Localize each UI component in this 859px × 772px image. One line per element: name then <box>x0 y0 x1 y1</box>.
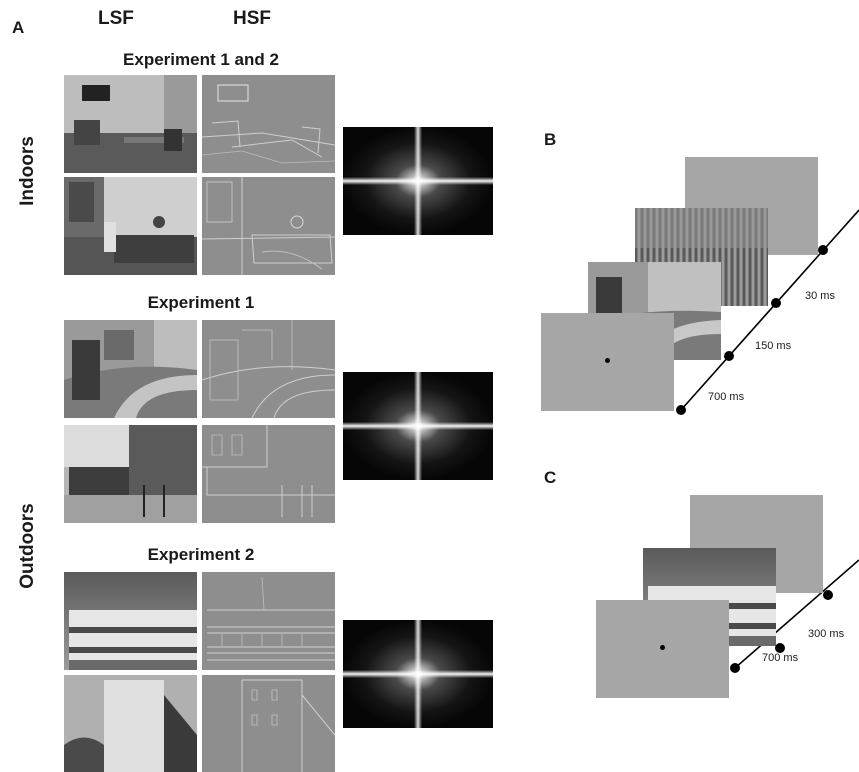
column-header-hsf: HSF <box>233 8 271 29</box>
indoor-1-hsf-image <box>202 75 335 173</box>
section-title-experiment-1-and-2: Experiment 1 and 2 <box>123 50 279 69</box>
row-label-outdoors: Outdoors <box>17 503 38 589</box>
panel-label-b: B <box>544 130 557 149</box>
exp2-outdoor-1-lsf-image <box>64 572 197 670</box>
exp1-outdoor-1-lsf-image <box>64 320 197 418</box>
timeline-b-label-150ms: 150 ms <box>755 340 792 352</box>
indoor-2-lsf-image <box>64 177 197 275</box>
timeline-c-axis <box>725 555 859 677</box>
row-label-indoors: Indoors <box>17 136 38 206</box>
timeline-b-label-700ms: 700 ms <box>708 391 745 403</box>
timeline-c-label-300ms: 300 ms <box>808 628 845 640</box>
panel-label-c: C <box>544 468 557 487</box>
timeline-c-markers <box>725 555 859 677</box>
exp1-outdoor-2-lsf-image <box>64 425 197 523</box>
exp1-outdoor-1-hsf-image <box>202 320 335 418</box>
fixation-dot <box>660 645 665 650</box>
exp1-spectrum-image <box>343 372 493 480</box>
indoor-1-lsf-image <box>64 75 197 173</box>
fixation-dot <box>605 358 610 363</box>
exp2-outdoor-2-lsf-image <box>64 675 197 772</box>
exp1-outdoor-2-hsf-image <box>202 425 335 523</box>
indoor-2-hsf-image <box>202 177 335 275</box>
timeline-b-markers <box>670 205 859 420</box>
timeline-c-label-700ms: 700 ms <box>762 652 799 664</box>
section-title-experiment-1: Experiment 1 <box>147 293 255 312</box>
panel-label-a: A <box>12 18 25 37</box>
trial-b-fixation-screen <box>541 313 674 411</box>
timeline-b-axis <box>670 205 859 420</box>
exp2-outdoor-2-hsf-image <box>202 675 335 772</box>
column-header-lsf: LSF <box>98 8 134 29</box>
timeline-b-label-30ms: 30 ms <box>805 290 835 302</box>
trial-c-fixation-screen <box>596 600 729 698</box>
indoor-spectrum-image <box>343 127 493 235</box>
exp2-spectrum-image <box>343 620 493 728</box>
section-title-experiment-2: Experiment 2 <box>147 545 255 564</box>
exp2-outdoor-1-hsf-image <box>202 572 335 670</box>
